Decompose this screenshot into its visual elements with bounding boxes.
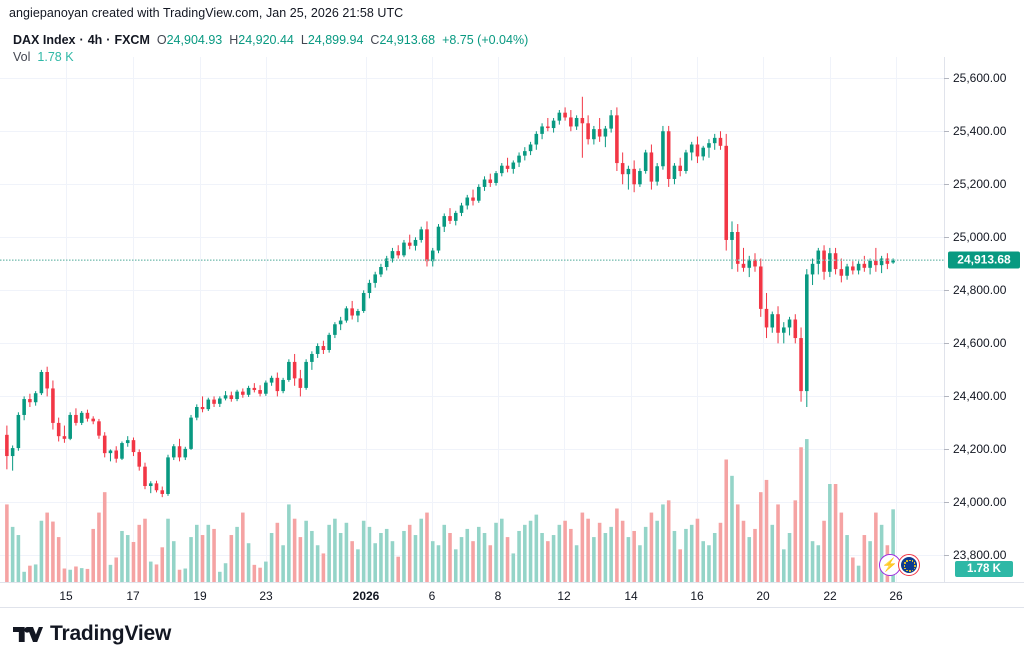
price-tick-6: 24,400.00 [944, 389, 1007, 404]
price-tick-label: 24,800.00 [953, 283, 1007, 298]
price-tick-label: 24,000.00 [953, 495, 1007, 510]
price-tick-label: 24,200.00 [953, 442, 1007, 457]
legend-high-tag: H [229, 33, 239, 47]
eu-star [903, 565, 906, 567]
price-tick-9: 23,800.00 [944, 548, 1007, 563]
time-tick-19: 19 [193, 589, 207, 603]
price-tick-dash [944, 343, 949, 345]
price-tick-2: 25,200.00 [944, 177, 1007, 192]
eu-star [906, 569, 908, 572]
legend-primary-row: DAX Index · 4h · FXCM O24,904.93 H24,920.44 L24… [13, 32, 528, 49]
legend-sep-2: · [106, 33, 111, 47]
lightning-bolt-icon[interactable]: ⚡ [879, 554, 901, 576]
price-tick-3: 25,000.00 [944, 230, 1007, 245]
legend-exchange: FXCM [114, 33, 150, 47]
time-tick-26: 26 [889, 589, 903, 603]
legend-close-tag: C [370, 33, 380, 47]
time-axis[interactable]: 15 17 19 23 2026 6 8 12 14 16 20 22 26 [0, 582, 1024, 608]
price-tick-label: 25,400.00 [953, 124, 1007, 139]
time-tick-6: 6 [428, 589, 436, 603]
price-tick-dash [944, 290, 949, 292]
legend-close-value: 24,913.68 [379, 33, 436, 47]
candlestick-svg [0, 57, 944, 582]
time-tick-22: 22 [823, 589, 837, 603]
eu-star [904, 562, 907, 564]
price-tick-5: 24,600.00 [944, 336, 1007, 351]
vertical-gridlines [66, 57, 897, 582]
price-tick-4: 24,800.00 [944, 283, 1007, 298]
time-tick-16: 16 [690, 589, 704, 603]
volume-value-badge: 1.78 K [955, 561, 1013, 577]
time-tick-20: 20 [756, 589, 770, 603]
eu-star [904, 567, 907, 570]
price-axis[interactable]: 25,600.00 25,400.00 25,200.00 25,000.00 24,8… [944, 57, 1024, 582]
price-tick-label: 25,200.00 [953, 177, 1007, 192]
legend-high-value: 24,920.44 [238, 33, 294, 47]
time-tick-14: 14 [624, 589, 638, 603]
price-tick-dash [944, 555, 949, 557]
eu-star [911, 569, 914, 572]
time-tick-8: 8 [494, 589, 502, 603]
price-tick-dash [944, 237, 949, 239]
tradingview-footer-logo: TradingView [13, 620, 171, 648]
legend-change: +8.75 (+0.04%) [442, 33, 529, 47]
eu-star [906, 560, 908, 563]
eu-flag-disc [900, 556, 918, 574]
legend-volume-value: 1.78 K [37, 50, 74, 64]
time-tick-15: 15 [59, 589, 73, 603]
tradingview-logo-icon [13, 626, 43, 642]
price-tick-label: 25,600.00 [953, 71, 1007, 86]
tradingview-wordmark: TradingView [50, 622, 172, 645]
time-tick-2026: 2026 [352, 589, 380, 603]
price-tick-8: 24,000.00 [944, 495, 1007, 510]
eu-flag-icon[interactable] [898, 554, 920, 576]
legend-volume-row: Vol 1.78 K [13, 49, 528, 66]
legend-low-value: 24,899.94 [307, 33, 364, 47]
chart-plot-area[interactable] [0, 57, 944, 582]
price-tick-label: 24,400.00 [953, 389, 1007, 404]
eu-star [909, 570, 911, 573]
legend-low-tag: L [300, 33, 308, 47]
eu-star [914, 565, 917, 567]
price-tick-label: 25,000.00 [953, 230, 1007, 245]
price-tick-0: 25,600.00 [944, 71, 1007, 86]
price-tick-dash [944, 184, 949, 186]
price-tick-1: 25,400.00 [944, 124, 1007, 139]
legend-open-tag: O [156, 33, 167, 47]
chart-corner-icons: ⚡ [879, 554, 927, 578]
legend-open-value: 24,904.93 [166, 33, 223, 47]
price-tick-dash [944, 78, 949, 80]
eu-star [913, 567, 916, 570]
legend-sep-1: · [79, 33, 84, 47]
legend-interval[interactable]: 4h [87, 33, 103, 47]
eu-star [911, 560, 914, 563]
price-tick-label: 23,800.00 [953, 548, 1007, 563]
price-tick-label: 24,600.00 [953, 336, 1007, 351]
legend-symbol[interactable]: DAX Index [13, 33, 76, 47]
last-price-badge: 24,913.68 [948, 251, 1020, 269]
eu-star [909, 559, 911, 562]
price-tick-dash [944, 396, 949, 398]
eu-star [913, 562, 916, 564]
price-tick-dash [944, 131, 949, 133]
attribution-text: angiepanoyan created with TradingView.co… [9, 6, 404, 20]
legend-volume-label: Vol [13, 50, 31, 64]
time-tick-23: 23 [259, 589, 273, 603]
price-tick-7: 24,200.00 [944, 442, 1007, 457]
time-tick-12: 12 [557, 589, 571, 603]
time-tick-17: 17 [126, 589, 140, 603]
price-tick-dash [944, 449, 949, 451]
candlestick-series [5, 96, 895, 498]
chart-legend: DAX Index · 4h · FXCM O24,904.93 H24,920.44 L24… [13, 32, 528, 66]
price-tick-dash [944, 502, 949, 504]
